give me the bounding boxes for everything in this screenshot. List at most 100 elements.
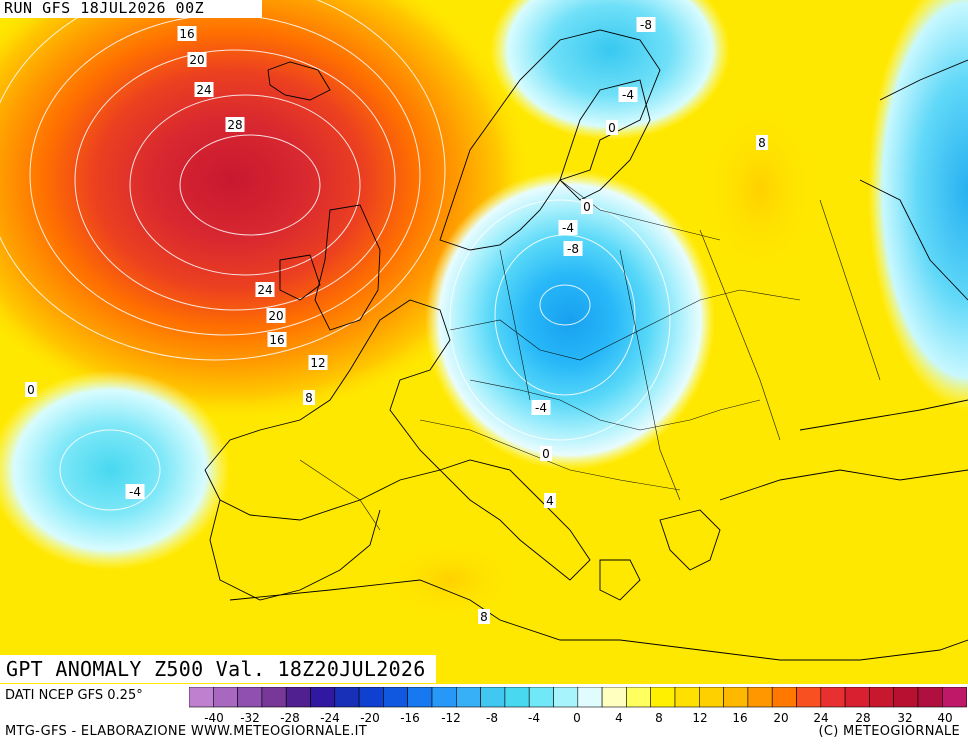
contour-label-bg <box>225 117 245 132</box>
colorbar: -40 -32 -28 -24 -20 -16 -12 -8 -4 0 4 8 12 16 20 24 28 32… <box>188 686 968 725</box>
high-anomaly-area <box>0 0 530 420</box>
contour-label: 0 <box>583 200 591 214</box>
contour-label-bg <box>125 484 145 499</box>
colorbar-tick-label: 0 <box>573 711 581 725</box>
contour-label-bg <box>636 17 656 32</box>
contour-label: -4 <box>562 221 574 235</box>
contour-label: 0 <box>542 447 550 461</box>
colorbar-swatch <box>553 686 579 708</box>
contour-labels: -8 -4 0 8 -4 -8 0 16 20 24 28 24 20 16 12 8 0 -4 -4 0 4 8 <box>25 17 768 624</box>
contour-label: 12 <box>310 356 325 370</box>
contour-label: 4 <box>546 494 554 508</box>
colorbar-tick-label: 16 <box>732 711 748 725</box>
contour-label-bg <box>255 282 275 297</box>
warm-anomaly-south <box>380 540 520 620</box>
colorbar-swatch <box>650 686 676 708</box>
colorbar-swatch <box>188 686 214 708</box>
contour-label-bg <box>531 400 551 415</box>
colorbar-swatch <box>504 686 530 708</box>
contour-label-bg <box>177 26 197 41</box>
contour-label: -4 <box>535 401 547 415</box>
contour-label: 24 <box>196 83 211 97</box>
map-area: -8 -4 0 8 -4 -8 0 16 20 24 28 24 20 16 12 8 0 -4 -4 0 4 8 <box>0 0 968 684</box>
contour-label: 0 <box>27 383 35 397</box>
colorbar-tick-label: -16 <box>400 711 420 725</box>
contour-label-bg <box>558 220 578 235</box>
colorbar-swatch <box>771 686 797 708</box>
low-anomaly-russia <box>868 0 968 410</box>
colorbar-swatch <box>212 686 238 708</box>
contour-label-bg <box>563 241 583 256</box>
colorbar-swatch <box>334 686 360 708</box>
contour-label-bg <box>606 120 618 135</box>
colorbar-swatch <box>455 686 481 708</box>
low-anomaly-central-europe <box>425 170 715 470</box>
colorbar-swatch <box>310 686 336 708</box>
contour-label-bg <box>267 332 287 347</box>
contour-label: -4 <box>129 485 141 499</box>
contour-label-bg <box>303 390 315 405</box>
contour-label: 8 <box>758 136 766 150</box>
contour-label-bg <box>194 82 214 97</box>
contour-label: -4 <box>622 88 634 102</box>
colorbar-swatch <box>285 686 311 708</box>
contour-label: 24 <box>257 283 272 297</box>
colorbar-tick-label: 4 <box>615 711 623 725</box>
colorbar-swatch <box>723 686 749 708</box>
credit-left: MTG-GFS - ELABORAZIONE WWW.METEOGIORNALE… <box>5 724 368 739</box>
contour-label: -8 <box>640 18 652 32</box>
contour-label: 16 <box>269 333 284 347</box>
colorbar-swatch <box>917 686 943 708</box>
colorbar-swatch <box>407 686 433 708</box>
colorbar-swatches <box>188 686 967 708</box>
colorbar-swatch <box>674 686 700 708</box>
contour-label: 8 <box>480 610 488 624</box>
colorbar-swatch <box>601 686 627 708</box>
colorbar-tick-label: 8 <box>655 711 663 725</box>
credit-right: (C) METEOGIORNALE <box>818 724 960 739</box>
footer: DATI NCEP GFS 0.25° -4 0 -32 -28 -24 -20 -16 -1… <box>0 684 968 745</box>
colorbar-swatch <box>747 686 773 708</box>
colorbar-swatch <box>358 686 384 708</box>
run-label: RUN GFS 18JUL2026 00Z <box>0 0 262 18</box>
map-title: GPT ANOMALY Z500 Val. 18Z20JUL2026 <box>0 655 436 683</box>
colorbar-tick-label: -24 <box>320 711 340 725</box>
contour-label: 16 <box>179 27 194 41</box>
contour-label: -8 <box>567 242 579 256</box>
colorbar-swatch <box>844 686 870 708</box>
contour-label: 20 <box>268 309 283 323</box>
colorbar-tick-label: -20 <box>360 711 380 725</box>
colorbar-tick-label: -28 <box>280 711 300 725</box>
contour-label-bg <box>187 52 207 67</box>
contour-label-bg <box>618 87 638 102</box>
colorbar-swatch <box>893 686 919 708</box>
colorbar-swatch <box>237 686 263 708</box>
data-source: DATI NCEP GFS 0.25° <box>5 688 143 703</box>
contour-label-bg <box>478 609 490 624</box>
contour-label: 8 <box>305 391 313 405</box>
colorbar-swatch <box>869 686 895 708</box>
contour-label-bg <box>25 382 37 397</box>
colorbar-swatch <box>480 686 506 708</box>
colorbar-swatch <box>577 686 603 708</box>
contour-label-bg <box>544 493 556 508</box>
anomaly-map: -8 -4 0 8 -4 -8 0 16 20 24 28 24 20 16 12 8 0 -4 -4 0 4 8 <box>0 0 968 684</box>
colorbar-tick-label: 12 <box>692 711 708 725</box>
warm-anomaly-east <box>700 100 820 280</box>
colorbar-tick-label: 40 <box>937 711 953 725</box>
colorbar-swatch <box>261 686 287 708</box>
colorbar-tick-label: 32 <box>897 711 913 725</box>
colorbar-tick-label: 28 <box>855 711 871 725</box>
colorbar-tick-label: -12 <box>441 711 461 725</box>
colorbar-tick-label: -4 <box>528 711 540 725</box>
contour-label-bg <box>266 308 286 323</box>
colorbar-swatch <box>941 686 967 708</box>
contour-label: 0 <box>608 121 616 135</box>
contour-label: 28 <box>227 118 242 132</box>
colorbar-tick-label: -8 <box>486 711 498 725</box>
colorbar-swatch <box>431 686 457 708</box>
contour-label-bg <box>308 355 328 370</box>
colorbar-tick-label: 20 <box>773 711 789 725</box>
colorbar-swatch <box>383 686 408 708</box>
colorbar-tick-label: -32 <box>240 711 260 725</box>
